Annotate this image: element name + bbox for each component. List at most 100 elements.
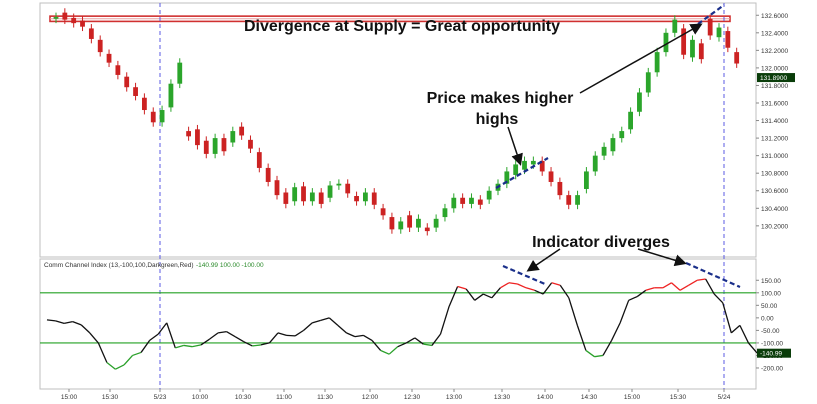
cci-line-segment	[80, 324, 91, 334]
candle-body	[407, 215, 412, 228]
candle-body	[230, 131, 236, 143]
candle-body	[522, 160, 527, 170]
cci-line-segment	[371, 339, 382, 351]
time-tick-label: 15:00	[624, 394, 641, 401]
divergence-dash-line	[697, 4, 725, 25]
candle-body	[716, 27, 722, 38]
annotation-arrow	[507, 126, 523, 166]
candle-body	[177, 62, 183, 84]
candle-body	[592, 155, 598, 172]
cci-line-segment	[722, 302, 732, 334]
cci-line-segment	[388, 346, 399, 355]
time-tick-label: 10:00	[192, 394, 209, 401]
candle-body	[248, 139, 253, 149]
cci-line-segment	[132, 351, 142, 357]
candle-body	[115, 65, 121, 75]
cci-line-segment	[585, 349, 595, 358]
cci-line-segment	[166, 322, 176, 349]
cci-line-segment	[439, 306, 450, 335]
candle-body	[150, 111, 156, 123]
candle-body	[672, 19, 678, 33]
current-price-label: 131.8900	[760, 75, 787, 82]
price-tick-label: 132.4000	[761, 30, 788, 37]
time-tick-label: 13:00	[446, 394, 463, 401]
cci-line-segment	[517, 283, 527, 289]
chart-title-annotation: Divergence at Supply = Great opportunity	[244, 18, 560, 35]
candle-body	[539, 160, 545, 172]
cci-line-segment	[397, 342, 407, 348]
candle-body	[530, 160, 536, 165]
candle-body	[442, 208, 448, 218]
cci-line-segment	[311, 319, 321, 324]
cci-line-segment	[183, 344, 193, 348]
candle-body	[80, 20, 85, 27]
time-tick-label: 5/24	[718, 394, 731, 401]
candle-body	[601, 146, 607, 156]
cci-line-segment	[320, 317, 330, 321]
cci-line-segment	[431, 333, 442, 346]
candle-body	[619, 131, 625, 139]
price-note-line1: Price makes higher	[427, 90, 574, 107]
cci-line-segment	[405, 337, 416, 344]
candle-body	[469, 197, 474, 204]
cci-line-segment	[380, 349, 390, 355]
candle-body	[566, 195, 572, 205]
cci-line-segment	[303, 322, 313, 331]
current-cci-label: -140.99	[760, 351, 782, 358]
cci-tick-label: 100.00	[761, 290, 781, 297]
cci-line-segment	[534, 289, 544, 295]
cci-line-segment	[739, 325, 750, 344]
annotation-arrow	[526, 248, 561, 272]
price-tick-label: 130.4000	[761, 206, 788, 213]
annotation-arrow	[579, 23, 703, 94]
cci-line-segment	[192, 344, 202, 348]
cci-line-segment	[337, 324, 347, 334]
candle-body	[645, 72, 651, 93]
cci-line-segment	[465, 288, 476, 301]
candle-body	[698, 43, 704, 60]
time-tick-label: 12:00	[362, 394, 379, 401]
cci-line-segment	[243, 341, 253, 347]
candle-body	[548, 171, 554, 182]
candle-body	[663, 32, 669, 53]
candle-body	[292, 187, 298, 202]
time-tick-label: 15:30	[670, 394, 687, 401]
cci-line-segment	[508, 282, 518, 285]
price-tick-label: 131.2000	[761, 136, 788, 143]
candle-body	[354, 196, 359, 202]
cci-line-segment	[636, 289, 647, 298]
candle-body	[133, 87, 138, 96]
cci-line-segment	[542, 282, 553, 295]
cci-line-segment	[175, 344, 185, 349]
candle-body	[345, 183, 351, 194]
cci-line-segment	[414, 337, 424, 345]
cci-line-segment	[559, 284, 570, 299]
cci-line-segment	[63, 320, 73, 325]
cci-line-segment	[209, 332, 219, 340]
price-tick-label: 131.4000	[761, 118, 788, 125]
candle-body	[186, 131, 191, 137]
candle-body	[71, 17, 77, 24]
candle-body	[301, 186, 306, 202]
candle-body	[681, 28, 687, 55]
candle-body	[336, 183, 342, 186]
candle-body	[256, 152, 262, 168]
candle-body	[610, 138, 616, 152]
candle-body	[124, 76, 130, 88]
cci-line-segment	[286, 334, 296, 337]
cci-line-segment	[576, 325, 587, 351]
candle-body	[239, 126, 245, 136]
time-tick-label: 10:30	[235, 394, 252, 401]
time-tick-label: 14:30	[581, 394, 598, 401]
indicator-values-label: -140.99 100.00 -100.00	[196, 262, 264, 269]
cci-line-segment	[423, 343, 433, 347]
candle-body	[106, 53, 112, 63]
candle-body	[398, 221, 404, 230]
cci-tick-label: -200.00	[761, 365, 783, 372]
cci-line-segment	[619, 300, 630, 324]
price-tick-label: 130.8000	[761, 171, 788, 178]
divergence-dash-line	[685, 261, 741, 289]
price-tick-label: 131.0000	[761, 153, 788, 160]
cci-line-segment	[551, 282, 561, 286]
